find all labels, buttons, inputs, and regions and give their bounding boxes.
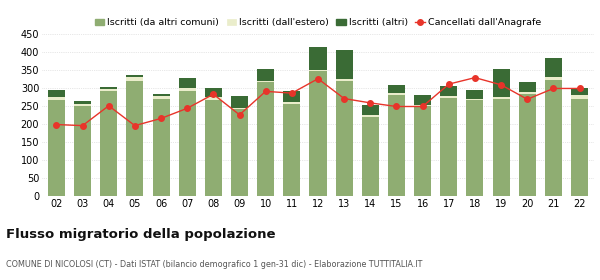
Bar (310, 70, 326, 71)
Bar (231, 96, 248, 108)
Bar (493, 69, 509, 97)
Bar (414, 95, 431, 105)
Bar (466, 99, 484, 100)
Bar (257, 81, 274, 82)
Bar (205, 97, 222, 100)
Bar (440, 86, 457, 96)
Bar (152, 94, 170, 96)
Bar (335, 50, 353, 80)
Bar (283, 104, 301, 196)
Bar (545, 80, 562, 196)
Bar (283, 102, 301, 104)
Bar (152, 99, 170, 196)
Bar (48, 97, 65, 100)
Bar (414, 105, 431, 106)
Bar (48, 100, 65, 196)
Bar (440, 98, 457, 196)
Bar (283, 91, 301, 102)
Bar (100, 87, 117, 89)
Bar (48, 90, 65, 97)
Bar (519, 82, 536, 92)
Bar (571, 95, 588, 99)
Legend: Iscritti (da altri comuni), Iscritti (dall'estero), Iscritti (altri), Cancellati: Iscritti (da altri comuni), Iscritti (da… (95, 18, 541, 27)
Bar (493, 97, 509, 99)
Bar (231, 109, 248, 196)
Bar (493, 99, 509, 196)
Bar (335, 80, 353, 81)
Bar (100, 89, 117, 91)
Bar (466, 100, 484, 196)
Bar (414, 106, 431, 196)
Bar (519, 94, 536, 196)
Bar (571, 88, 588, 95)
Bar (74, 101, 91, 104)
Bar (388, 85, 405, 93)
Bar (179, 91, 196, 196)
Bar (74, 106, 91, 196)
Bar (179, 78, 196, 88)
Bar (152, 96, 170, 99)
Bar (257, 82, 274, 196)
Bar (127, 81, 143, 196)
Bar (466, 90, 484, 99)
Bar (362, 115, 379, 116)
Text: Flusso migratorio della popolazione: Flusso migratorio della popolazione (6, 228, 275, 241)
Bar (205, 100, 222, 196)
Bar (362, 105, 379, 115)
Bar (310, 71, 326, 196)
Bar (440, 96, 457, 98)
Bar (257, 69, 274, 81)
Bar (179, 88, 196, 91)
Bar (127, 77, 143, 81)
Bar (205, 88, 222, 97)
Bar (231, 108, 248, 109)
Bar (335, 81, 353, 196)
Bar (545, 58, 562, 77)
Bar (571, 99, 588, 196)
Text: COMUNE DI NICOLOSI (CT) - Dati ISTAT (bilancio demografico 1 gen-31 dic) - Elabo: COMUNE DI NICOLOSI (CT) - Dati ISTAT (bi… (6, 260, 422, 269)
Bar (100, 91, 117, 196)
Bar (388, 95, 405, 196)
Bar (519, 92, 536, 94)
Bar (388, 93, 405, 95)
Bar (545, 77, 562, 80)
Bar (362, 116, 379, 196)
Bar (127, 75, 143, 77)
Bar (310, 47, 326, 70)
Bar (74, 104, 91, 106)
